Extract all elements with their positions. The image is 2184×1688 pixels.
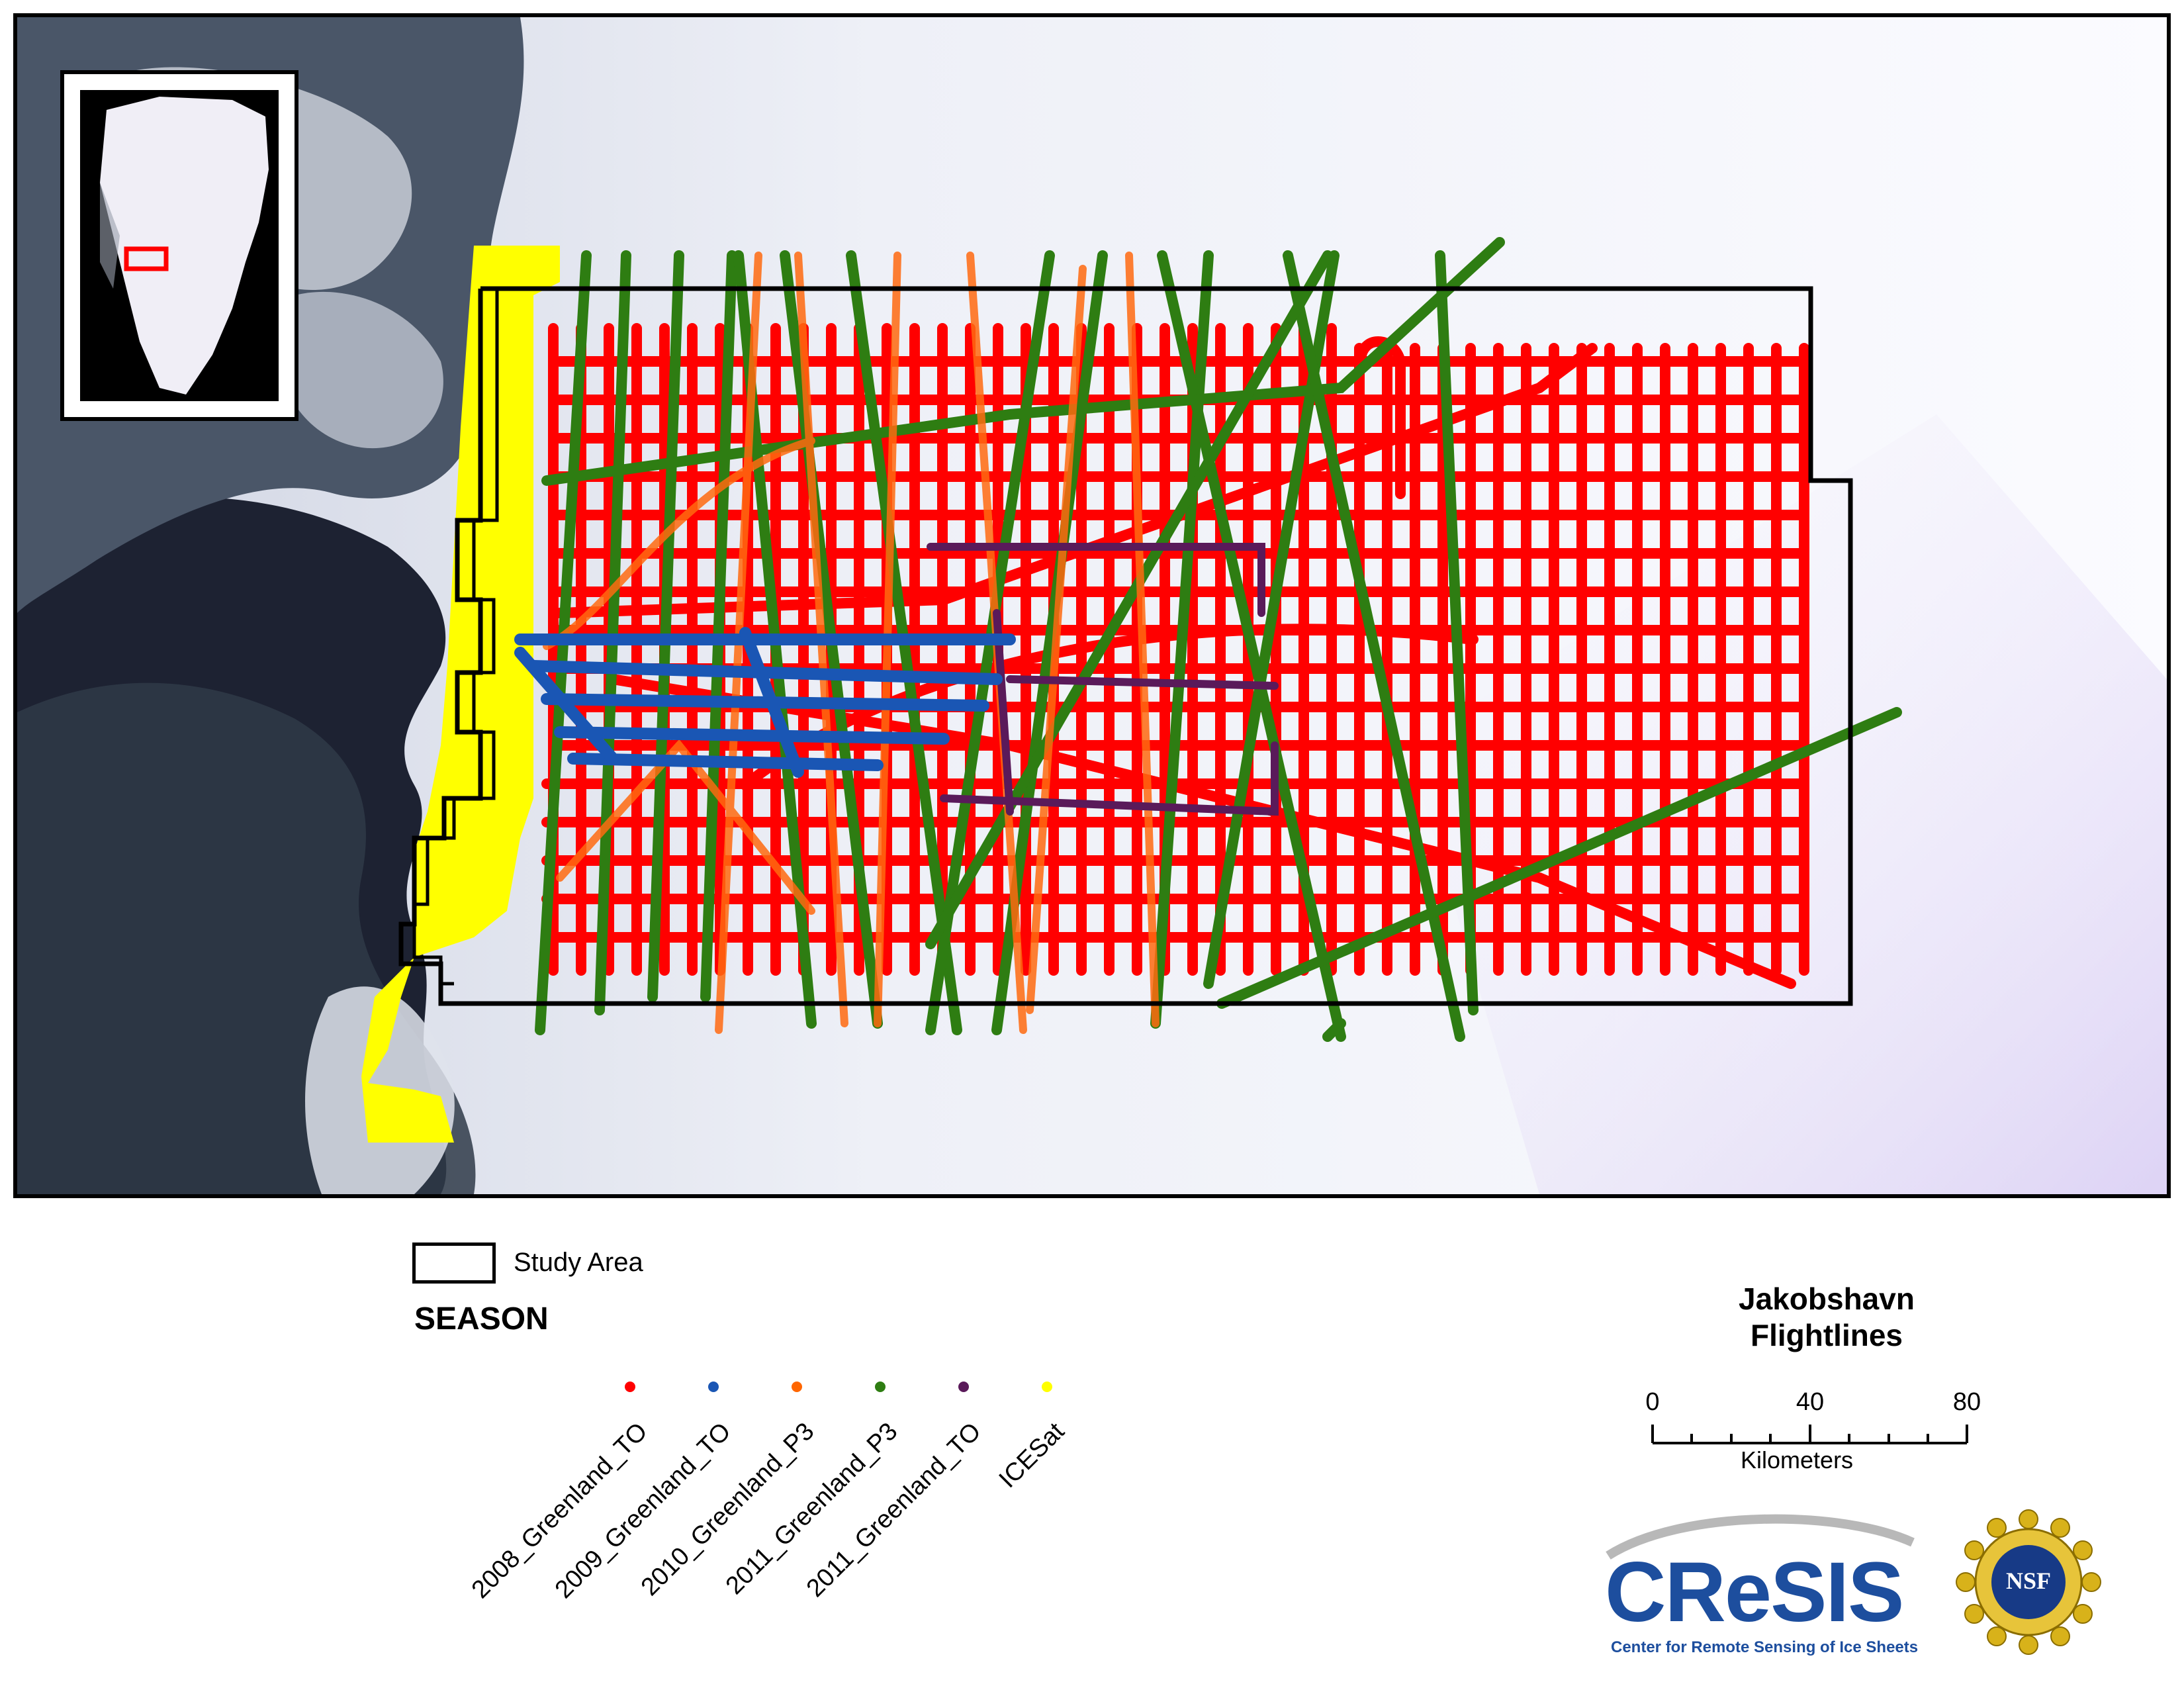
cresis-wordmark: CReSIS <box>1605 1545 1904 1640</box>
dot-icon <box>1042 1382 1052 1392</box>
cresis-tagline: Center for Remote Sensing of Ice Sheets <box>1611 1638 1919 1656</box>
map-title: Jakobshavn <box>1739 1282 1915 1316</box>
cresis-logo: CReSIS Center for Remote Sensing of Ice … <box>1602 1503 1933 1662</box>
inset-map <box>60 70 298 421</box>
nsf-wordmark: NSF <box>2005 1568 2051 1594</box>
dot-icon <box>958 1382 969 1392</box>
scale-tick-label: 40 <box>1796 1388 1825 1416</box>
dot-icon <box>875 1382 886 1392</box>
flightlines-2011-p3 <box>535 237 1902 1042</box>
study-area-outline[interactable] <box>480 286 1853 1006</box>
scale-tick-label: 80 <box>1952 1388 1981 1416</box>
legend-study-area-label: Study Area <box>514 1248 643 1277</box>
dot-icon <box>792 1382 802 1392</box>
icesat-coverage <box>361 246 560 1143</box>
study-area-left-edge <box>398 289 483 1006</box>
scale-bar <box>1651 1425 1968 1444</box>
snow-highlands-2 <box>282 291 443 449</box>
rectangle-outline-icon <box>412 1243 496 1284</box>
flightlines-2011-to <box>927 543 1279 816</box>
legend-season-heading: SEASON <box>414 1301 549 1336</box>
dot-icon <box>708 1382 719 1392</box>
scale-tick-label: 0 <box>1645 1388 1660 1416</box>
inset-study-locator <box>124 246 169 271</box>
dot-icon <box>625 1382 635 1392</box>
scale-unit-label: Kilometers <box>1741 1446 1854 1474</box>
greenland-locator-icon <box>80 90 279 401</box>
map-frame <box>13 13 2171 1198</box>
flightlines-2009-to <box>514 627 1016 778</box>
haze-band <box>1407 414 2167 1194</box>
map-canvas[interactable] <box>17 17 2167 1194</box>
nsf-logo: NSF <box>1952 1506 2105 1658</box>
map-subtitle: Flightlines <box>1751 1318 1903 1352</box>
